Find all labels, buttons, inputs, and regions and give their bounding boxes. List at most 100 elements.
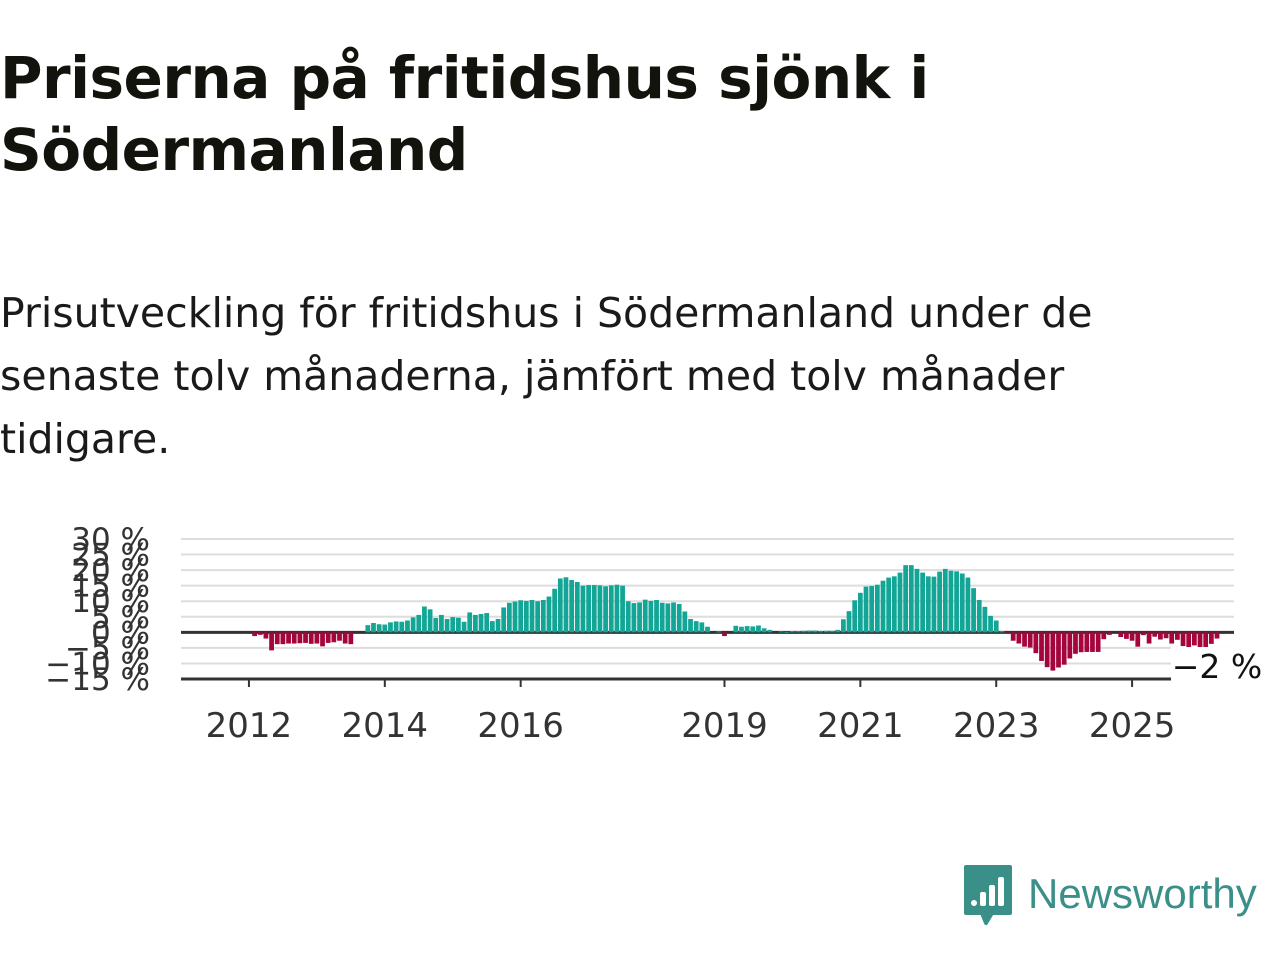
bar <box>733 625 739 633</box>
bar <box>569 580 575 633</box>
bar <box>676 604 682 633</box>
bar <box>880 580 886 633</box>
bar <box>659 602 665 633</box>
bar <box>427 609 433 633</box>
bar <box>591 585 597 633</box>
bar <box>976 599 982 633</box>
bar <box>1005 632 1010 634</box>
bar-chart: 30 %25 %20 %15 %10 %5 %0 %−5 %−10 %−15 %… <box>45 522 1264 745</box>
last-value-label-bg <box>1171 647 1264 687</box>
y-tick-label: 10 % <box>71 584 150 620</box>
bar <box>1197 632 1203 648</box>
bar <box>1056 632 1061 668</box>
bar <box>903 565 909 633</box>
x-axis: 2012 2014 2016 2019 2021 2023 2025 <box>181 677 1234 745</box>
bar <box>829 630 835 633</box>
bar <box>948 570 954 633</box>
brand-name: Newsworthy <box>1028 870 1257 917</box>
bar <box>716 631 722 633</box>
bar <box>342 632 348 644</box>
bar <box>597 585 603 633</box>
bar <box>620 585 625 633</box>
bar <box>1208 632 1214 644</box>
x-tick-label: 2016 <box>477 706 564 745</box>
y-tick-label: 5 % <box>91 600 150 636</box>
bar <box>869 585 875 633</box>
bar <box>1169 632 1175 644</box>
bar <box>1027 632 1033 648</box>
bar <box>506 602 512 633</box>
bar <box>1044 632 1050 668</box>
bar <box>286 632 291 644</box>
bar <box>274 632 280 645</box>
x-tick-label: 2012 <box>206 706 293 745</box>
bar <box>897 572 903 633</box>
bar-series <box>252 565 1220 671</box>
bar <box>846 611 852 633</box>
bar <box>971 588 976 633</box>
bar <box>512 601 518 633</box>
bar <box>1050 632 1056 671</box>
bar <box>1158 632 1163 640</box>
bar <box>608 585 614 633</box>
bar <box>1101 632 1107 640</box>
bar <box>1016 632 1022 644</box>
bar <box>495 618 501 633</box>
chart-title: Priserna på fritidshus sjönk i Södermanl… <box>0 44 929 184</box>
bar <box>1078 632 1084 653</box>
newsworthy-brand[interactable]: Newsworthy <box>962 862 1257 926</box>
bar <box>529 599 535 633</box>
bar <box>1084 632 1090 652</box>
bar <box>433 618 439 633</box>
bar <box>784 631 790 633</box>
bar <box>857 592 863 633</box>
bar <box>937 571 942 633</box>
bar <box>665 603 671 633</box>
bar <box>540 599 546 633</box>
bar <box>965 577 971 633</box>
bar <box>812 630 818 633</box>
bar <box>1095 632 1101 652</box>
y-axis-ticks: 30 %25 %20 %15 %10 %5 %0 %−5 %−10 %−15 % <box>45 522 150 698</box>
bar <box>280 632 286 645</box>
bar <box>914 568 920 633</box>
bar <box>467 612 473 633</box>
bar <box>925 576 931 633</box>
bar <box>557 578 563 633</box>
bar <box>1061 632 1067 665</box>
bar <box>642 599 648 633</box>
bar <box>631 603 637 633</box>
bar <box>489 621 495 633</box>
bar <box>308 632 314 644</box>
bar <box>682 611 688 633</box>
bar <box>371 623 376 633</box>
bar <box>325 632 331 643</box>
bar <box>393 621 399 633</box>
y-tick-label: 15 % <box>71 569 150 605</box>
bar <box>807 630 812 633</box>
bar <box>331 632 337 643</box>
bar <box>1039 632 1044 661</box>
last-value-annotation: −2 % <box>1171 647 1264 687</box>
bar <box>767 629 773 633</box>
bar <box>563 577 569 633</box>
bar <box>1146 632 1152 644</box>
bar <box>535 601 541 633</box>
bar <box>637 602 642 633</box>
y-tick-label: 30 % <box>71 522 150 558</box>
bar <box>693 621 699 633</box>
bar <box>484 613 490 633</box>
bar <box>988 615 993 633</box>
bar <box>654 599 659 633</box>
bar <box>252 632 257 637</box>
bar <box>908 565 914 633</box>
bar <box>478 613 484 633</box>
bar <box>1124 632 1129 639</box>
bar <box>801 630 807 633</box>
y-tick-label: 20 % <box>71 553 150 589</box>
bar <box>1180 632 1186 647</box>
bar <box>625 601 631 633</box>
bar <box>574 581 580 633</box>
bar <box>1033 632 1039 654</box>
y-tick-label: 25 % <box>71 538 150 574</box>
